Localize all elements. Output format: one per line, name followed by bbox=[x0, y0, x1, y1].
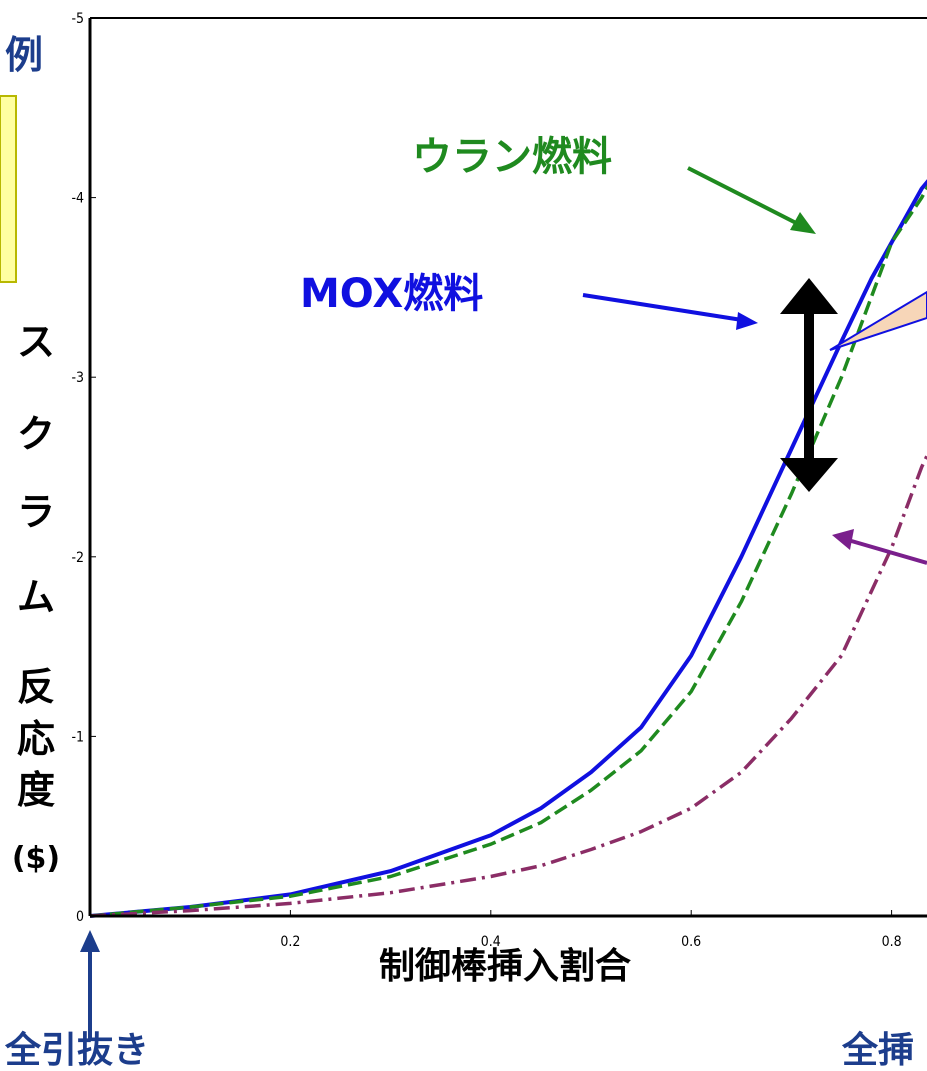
x-tick-label: 0.8 bbox=[882, 934, 902, 950]
y-axis-title-char: ラ bbox=[17, 490, 55, 534]
callout-pointer bbox=[829, 290, 927, 351]
y-axis-title-char: ($) bbox=[12, 841, 60, 876]
difference-arrow bbox=[780, 278, 838, 492]
x-tick-label: 0.2 bbox=[280, 934, 300, 950]
y-tick-label: -5 bbox=[71, 11, 84, 27]
series-line-3 bbox=[89, 451, 927, 918]
series-line-2 bbox=[89, 184, 927, 918]
y-tick-label: -4 bbox=[71, 191, 84, 207]
y-tick-label: -3 bbox=[71, 370, 84, 386]
corner-caption: 例 bbox=[5, 33, 43, 77]
right-caption: 全挿 bbox=[841, 1029, 914, 1071]
y-axis-title-char: 度 bbox=[17, 768, 55, 812]
y-axis-title-char: 反 bbox=[17, 665, 55, 709]
y-axis-title-char: 応 bbox=[17, 717, 55, 761]
x-tick-label: 0.4 bbox=[481, 934, 501, 950]
series-line-1 bbox=[89, 179, 927, 918]
y-tick-label: -2 bbox=[71, 550, 84, 566]
mox-label: MOX燃料 bbox=[300, 271, 483, 317]
uranium-label: ウラン燃料 bbox=[412, 134, 612, 180]
annotation-arrows bbox=[582, 166, 927, 565]
full-withdrawal-arrow bbox=[80, 930, 100, 1040]
left-caption: 全引抜き bbox=[4, 1029, 149, 1071]
x-axis-title: 制御棒挿入割合 bbox=[379, 946, 631, 987]
y-axis-title-char: ク bbox=[17, 412, 55, 456]
y-axis-title-char: ス bbox=[17, 320, 55, 364]
x-tick-label: 0.6 bbox=[681, 934, 701, 950]
y-axis-title-char: ム bbox=[17, 575, 55, 619]
y-axis-ticks: 0 -1 -2 -3 -4 -5 bbox=[71, 11, 96, 925]
y-tick-label: 0 bbox=[76, 909, 84, 925]
series-lines bbox=[89, 179, 927, 918]
legend-box bbox=[0, 95, 17, 283]
y-tick-label: -1 bbox=[71, 729, 84, 745]
